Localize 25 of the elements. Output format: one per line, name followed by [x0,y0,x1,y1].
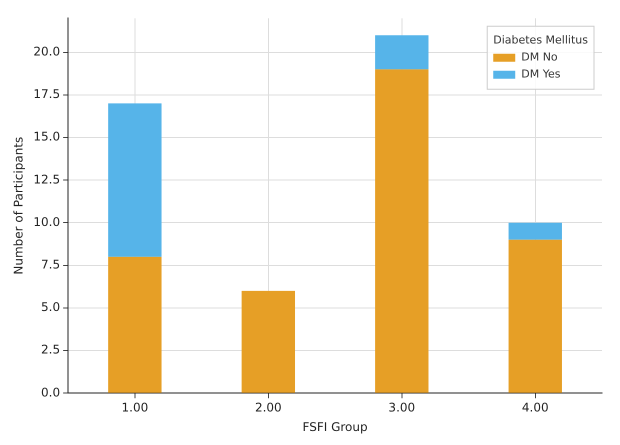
y-tick-label: 5.0 [41,300,60,314]
x-tick-label: 4.00 [522,400,549,415]
bar [508,240,562,393]
bar [108,256,162,393]
y-tick-label: 10.0 [33,214,60,229]
y-tick-label: 17.5 [33,87,60,102]
x-tick-label: 1.00 [121,400,148,415]
bar [375,35,428,70]
y-tick-label: 15.0 [33,130,60,144]
x-axis-title: FSFI Group [302,420,368,434]
legend-title: Diabetes Mellitus [493,34,588,47]
y-axis-title: Number of Participants [11,136,26,275]
y-tick-label: 0.0 [41,385,60,400]
y-tick-label: 12.5 [33,172,60,186]
bar [242,290,296,393]
legend-label: DM No [521,50,558,64]
y-tick-label: 20.0 [33,44,60,58]
bar [508,222,562,240]
y-tick-label: 7.5 [41,257,60,272]
bar [375,69,428,393]
y-tick-label: 2.5 [41,342,60,357]
x-tick-label: 2.00 [254,400,282,415]
x-tick-label: 3.00 [388,400,416,415]
legend-label: DM Yes [521,68,561,81]
bar [108,103,162,257]
